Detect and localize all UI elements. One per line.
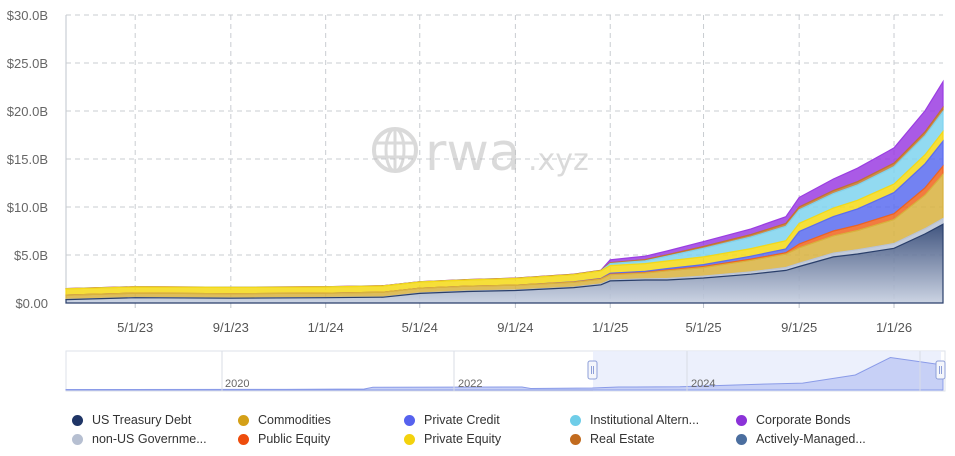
x-tick-label: 9/1/24 bbox=[497, 320, 533, 335]
legend-label: Actively-Managed... bbox=[756, 432, 866, 446]
legend-item[interactable]: Corporate Bonds bbox=[736, 413, 851, 427]
legend-label: non-US Governme... bbox=[92, 432, 207, 446]
navigator-left-handle[interactable] bbox=[587, 360, 598, 380]
chart-legend: US Treasury Debt Commodities Private Credi… bbox=[72, 411, 952, 451]
rwa-stacked-area-chart: $0.00 $5.0B $10.0B $15.0B $20.0B $25.0B $30.0B… bbox=[7, 8, 946, 392]
y-axis-ticks: $0.00 $5.0B $10.0B $15.0B $20.0B $25.0B $30.0B bbox=[7, 8, 48, 311]
legend-item[interactable]: Commodities bbox=[238, 413, 331, 427]
legend-color-swatch bbox=[570, 414, 581, 426]
stacked-area-series[interactable] bbox=[65, 79, 944, 304]
navigator-series bbox=[65, 356, 944, 391]
y-tick-label: $10.0B bbox=[7, 200, 48, 215]
legend-item[interactable]: Institutional Altern... bbox=[570, 413, 699, 427]
navigator-year-label: 2020 bbox=[225, 378, 249, 390]
x-tick-label: 1/1/25 bbox=[592, 320, 628, 335]
y-tick-label: $0.00 bbox=[15, 296, 48, 311]
navigator-right-handle[interactable] bbox=[935, 360, 946, 380]
legend-item[interactable]: Private Credit bbox=[404, 413, 500, 427]
y-tick-label: $20.0B bbox=[7, 104, 48, 119]
legend-label: Institutional Altern... bbox=[590, 413, 700, 427]
x-tick-label: 9/1/23 bbox=[213, 320, 249, 335]
legend-item[interactable]: US Treasury Debt bbox=[72, 413, 191, 427]
x-tick-label: 1/1/26 bbox=[876, 320, 912, 335]
x-tick-label: 5/1/25 bbox=[685, 320, 721, 335]
legend-item[interactable]: Public Equity bbox=[238, 432, 330, 446]
watermark-text: rwa bbox=[425, 123, 521, 183]
watermark-suffix: .xyz bbox=[528, 143, 589, 178]
legend-label: Public Equity bbox=[258, 432, 331, 446]
legend-color-swatch bbox=[72, 414, 83, 426]
legend-label: Real Estate bbox=[590, 432, 655, 446]
y-tick-label: $5.0B bbox=[14, 248, 48, 263]
range-navigator[interactable]: 2020 2022 2024 bbox=[65, 350, 946, 392]
x-tick-label: 5/1/23 bbox=[117, 320, 153, 335]
legend-color-swatch bbox=[570, 433, 581, 445]
legend-item[interactable]: Actively-Managed... bbox=[736, 432, 866, 446]
navigator-year-label: 2024 bbox=[691, 378, 715, 390]
legend-label: Private Credit bbox=[424, 413, 500, 427]
legend-label: Corporate Bonds bbox=[756, 413, 851, 427]
legend-color-swatch bbox=[736, 414, 747, 426]
x-tick-label: 1/1/24 bbox=[308, 320, 344, 335]
legend-color-swatch bbox=[72, 433, 83, 445]
legend-color-swatch bbox=[238, 433, 249, 445]
navigator-year-label: 2022 bbox=[458, 378, 482, 390]
x-tick-label: 9/1/25 bbox=[781, 320, 817, 335]
legend-item[interactable]: non-US Governme... bbox=[72, 432, 207, 446]
legend-color-swatch bbox=[736, 433, 747, 445]
y-tick-label: $15.0B bbox=[7, 152, 48, 167]
y-tick-label: $25.0B bbox=[7, 56, 48, 71]
legend-label: Commodities bbox=[258, 413, 331, 427]
legend-item[interactable]: Private Equity bbox=[404, 432, 501, 446]
legend-color-swatch bbox=[238, 414, 249, 426]
legend-label: US Treasury Debt bbox=[92, 413, 192, 427]
x-axis-ticks: 5/1/23 9/1/23 1/1/24 5/1/24 9/1/24 1/1/25 5/1/… bbox=[117, 320, 912, 335]
legend-color-swatch bbox=[404, 433, 415, 445]
legend-color-swatch bbox=[404, 414, 415, 426]
legend-label: Private Equity bbox=[424, 432, 502, 446]
rwa-watermark: rwa .xyz bbox=[372, 123, 589, 183]
legend-item[interactable]: Real Estate bbox=[570, 432, 655, 446]
x-tick-label: 5/1/24 bbox=[402, 320, 438, 335]
area-us-treasury-debt[interactable] bbox=[65, 223, 944, 304]
y-tick-label: $30.0B bbox=[7, 8, 48, 23]
